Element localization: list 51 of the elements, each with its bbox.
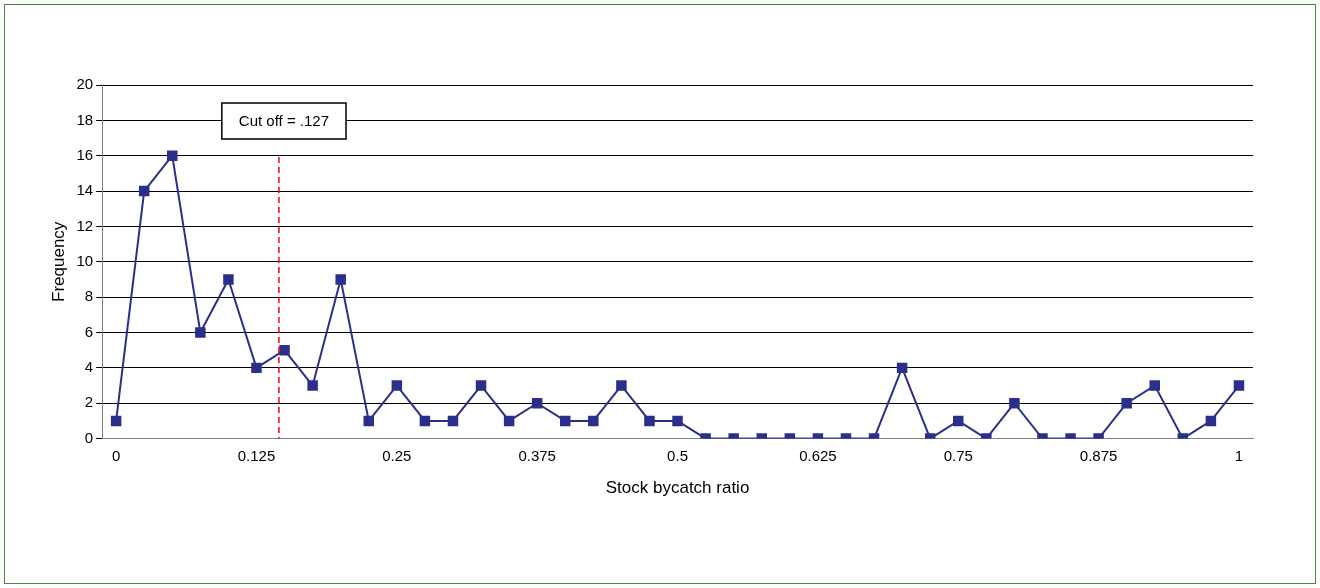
- point: [419, 415, 431, 427]
- point: [447, 415, 459, 427]
- point: [503, 415, 515, 427]
- point: [1233, 380, 1245, 391]
- x-tick-label: 0: [111, 446, 121, 464]
- y-tick-label: 14: [76, 181, 94, 199]
- point: [1149, 380, 1160, 391]
- x-tick-label: 0.875: [1079, 446, 1118, 464]
- point: [1009, 398, 1020, 409]
- point: [475, 380, 487, 391]
- point: [138, 185, 150, 197]
- x-tick-label: 0.75: [943, 446, 973, 464]
- point: [672, 415, 683, 427]
- y-tick-label: 10: [76, 251, 94, 269]
- point: [588, 415, 599, 427]
- point: [167, 150, 178, 161]
- point: [307, 380, 318, 391]
- x-tick-label: 0.125: [237, 446, 276, 464]
- x-tick-label: 1: [1234, 446, 1244, 464]
- point: [1121, 398, 1132, 409]
- point: [279, 344, 290, 356]
- y-tick-label: 6: [84, 322, 94, 340]
- x-tick-label: 0.625: [799, 446, 837, 464]
- y-tick-label: 0: [84, 428, 94, 446]
- y-tick-label: 20: [76, 75, 94, 93]
- y-tick-label: 12: [76, 216, 94, 234]
- y-tick-label: 4: [84, 358, 94, 376]
- point: [335, 274, 346, 285]
- point: [644, 415, 655, 427]
- point: [110, 415, 122, 427]
- y-tick-label: 16: [76, 145, 94, 163]
- y-tick-label: 18: [76, 110, 94, 128]
- x-tick-label: 0.25: [382, 446, 412, 464]
- point: [531, 398, 543, 409]
- point: [251, 362, 262, 374]
- point: [1205, 415, 1217, 427]
- point: [363, 415, 374, 427]
- ref-line-label: Cut off = .127: [238, 112, 330, 130]
- y-tick-label: 2: [84, 393, 94, 411]
- x-axis-title: Stock bycatch ratio: [605, 478, 750, 498]
- y-axis-title: Frequency: [48, 221, 68, 302]
- point: [195, 327, 206, 338]
- x-tick-label: 0.5: [667, 446, 688, 464]
- point: [953, 415, 964, 427]
- point: [896, 362, 908, 374]
- point: [616, 380, 627, 391]
- point: [560, 415, 571, 427]
- y-tick-label: 8: [84, 287, 94, 305]
- point: [223, 274, 234, 285]
- x-tick-label: 0.375: [518, 446, 556, 464]
- point: [391, 380, 403, 391]
